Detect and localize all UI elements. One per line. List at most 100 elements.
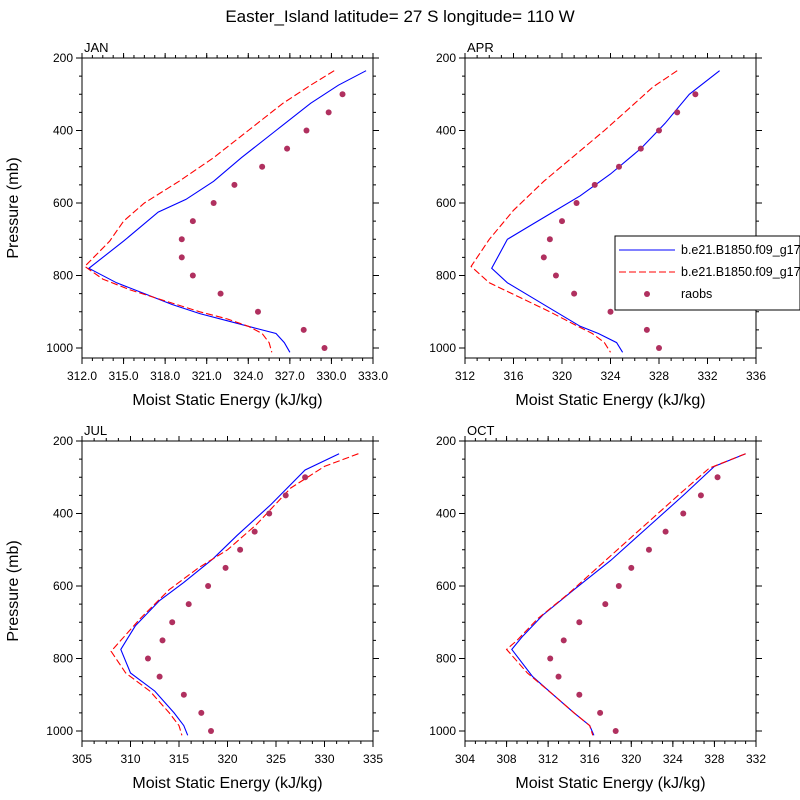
raobs-point [339, 91, 346, 98]
raobs-point [303, 127, 310, 134]
panel-jul: JUL 305 310 315 320 325 330 335 200 400 600 800 1000… [5, 423, 383, 792]
raobs-point [222, 564, 229, 571]
x-tick-label: 328 [649, 369, 669, 383]
x-tick-label: 320 [217, 752, 237, 766]
panel-title: JUL [84, 423, 107, 438]
x-tick-label: 305 [72, 752, 92, 766]
raobs-point [615, 583, 622, 589]
panel-title: OCT [467, 423, 495, 438]
x-tick-label: 330.0 [316, 369, 346, 383]
raobs-point [559, 218, 565, 225]
y-tick-label: 1000 [46, 724, 73, 738]
raobs-point [697, 492, 704, 499]
raobs-point [680, 510, 687, 517]
y-tick-label: 1000 [429, 724, 456, 738]
panel-apr: APR 312 316 320 324 328 332 336 200 400 600 800 1000… [429, 40, 766, 409]
raobs-point [546, 236, 553, 243]
figure-title: Easter_Island latitude= 27 S longitude= … [225, 7, 574, 26]
raobs-point [643, 326, 650, 333]
x-tick-label: 327.0 [275, 369, 305, 383]
raobs-point [178, 236, 185, 243]
x-tick-label: 304 [455, 752, 475, 766]
model-2-line [110, 453, 359, 736]
raobs-point [159, 637, 166, 644]
x-tick-label: 308 [497, 752, 517, 766]
raobs-point [555, 673, 562, 680]
raobs-point [300, 326, 307, 333]
raobs-point [169, 619, 176, 626]
y-tick-label: 200 [53, 51, 73, 65]
raobs-point [302, 474, 309, 481]
y-axis-title: Pressure (mb) [5, 157, 22, 258]
raobs-point [185, 601, 192, 608]
x-tick-label: 324 [663, 752, 683, 766]
panel-title: JAN [84, 40, 109, 55]
raobs-point [284, 145, 291, 152]
x-tick-label: 312 [455, 369, 475, 383]
raobs-point [591, 181, 598, 188]
y-tick-label: 800 [436, 652, 456, 666]
raobs-point [714, 474, 721, 481]
x-axis-title: Moist Static Energy (kJ/kg) [515, 392, 705, 409]
x-tick-label: 312 [538, 752, 558, 766]
model-1-line [491, 70, 720, 353]
raobs-point [282, 492, 289, 499]
y-tick-label: 800 [53, 652, 73, 666]
series-group [110, 453, 359, 736]
y-tick-label: 400 [436, 507, 456, 521]
raobs-point [612, 728, 619, 734]
panel-jan: JAN 312.0 315.0 318.0 321.0 324.0 327.0 330.0 33… [5, 40, 388, 409]
legend-marker-raobs [644, 291, 650, 297]
model-2-line [505, 453, 746, 736]
y-tick-label: 400 [53, 124, 73, 138]
series-group [470, 70, 720, 353]
x-tick-label: 332 [697, 369, 717, 383]
x-tick-label: 335 [363, 752, 383, 766]
series-group [505, 453, 746, 736]
model-2-line [470, 70, 678, 353]
x-tick-label: 315 [169, 752, 189, 766]
y-tick-label: 200 [436, 434, 456, 448]
raobs-point [325, 109, 332, 116]
raobs-point [560, 637, 567, 644]
y-tick-label: 800 [53, 269, 73, 283]
raobs-point [573, 200, 580, 206]
raobs-point [180, 691, 187, 698]
model-2-line [83, 70, 335, 353]
x-tick-label: 332 [746, 752, 766, 766]
raobs-point [637, 145, 644, 152]
x-tick-label: 316 [580, 752, 600, 766]
raobs-point [178, 254, 185, 261]
legend-box [614, 235, 800, 311]
raobs-point [615, 163, 622, 170]
raobs-point [602, 601, 609, 608]
raobs-point [189, 218, 196, 225]
x-tick-label: 320 [621, 752, 641, 766]
raobs-point [205, 583, 212, 589]
legend-label: b.e21.B1850.f09_g17 [681, 265, 800, 279]
raobs-point [208, 728, 215, 734]
x-tick-label: 333.0 [358, 369, 388, 383]
raobs-point [552, 272, 559, 279]
raobs-point [217, 290, 224, 297]
plot-frame [464, 440, 757, 742]
model-1-line [511, 453, 746, 736]
x-axis-title: Moist Static Energy (kJ/kg) [132, 392, 322, 409]
raobs-point [645, 546, 652, 553]
x-tick-label: 315.0 [109, 369, 139, 383]
x-tick-label: 325 [266, 752, 286, 766]
model-1-line [120, 453, 340, 736]
raobs-point [144, 655, 151, 662]
y-tick-label: 800 [436, 269, 456, 283]
raobs-point [189, 272, 196, 279]
raobs-point [576, 619, 583, 626]
x-tick-label: 321.0 [192, 369, 222, 383]
x-tick-label: 316 [503, 369, 523, 383]
x-tick-label: 312.0 [67, 369, 97, 383]
x-tick-label: 330 [314, 752, 334, 766]
panel-oct: OCT 304 308 312 316 320 324 328 332 200 400 600 800 1… [429, 423, 766, 792]
x-tick-label: 324 [600, 369, 620, 383]
plot-frame [81, 57, 374, 359]
y-tick-label: 600 [53, 579, 73, 593]
raobs-point [597, 709, 604, 716]
